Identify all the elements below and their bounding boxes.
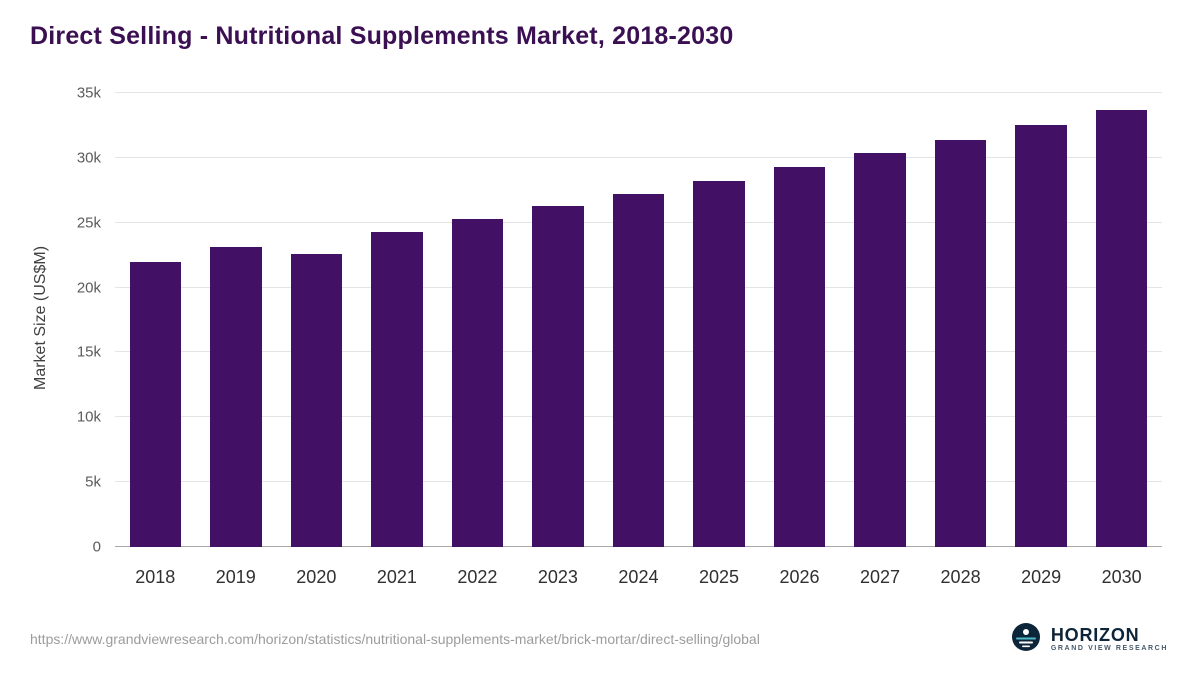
bar-slot xyxy=(437,93,518,547)
horizon-logo-subtitle: GRAND VIEW RESEARCH xyxy=(1050,645,1168,653)
horizon-logo-name: HORIZON xyxy=(1050,624,1140,645)
x-axis-ticks: 2018 2019 2020 2021 2022 2023 2024 2025 2026 2027… xyxy=(115,553,1162,593)
x-tick-label: 2029 xyxy=(1021,567,1062,587)
bar-2020 xyxy=(290,253,343,547)
bar-slot xyxy=(920,93,1001,547)
bar-slot xyxy=(840,93,921,547)
bar-slot xyxy=(759,93,840,547)
bar-chart: Market Size (US$M) 0 5k 10k 15k 20k 25k 30k 35k… xyxy=(30,85,1170,593)
x-tick-label: 2025 xyxy=(698,567,739,587)
bar-slot xyxy=(518,93,599,547)
bar-slot xyxy=(196,93,277,547)
page-title: Direct Selling - Nutritional Supplements… xyxy=(30,22,734,50)
y-tick-label: 30k xyxy=(76,149,101,167)
y-tick-label: 20k xyxy=(76,279,101,297)
bar-slot xyxy=(357,93,438,547)
y-tick-label: 25k xyxy=(76,214,101,232)
bar-slot xyxy=(1001,93,1082,547)
x-tick-label: 2027 xyxy=(860,567,901,587)
y-tick-label: 0 xyxy=(92,538,101,556)
bar-slot xyxy=(1081,93,1162,547)
bar-slot xyxy=(115,93,196,547)
y-axis-ticks: 0 5k 10k 15k 20k 25k 30k 35k xyxy=(52,85,115,556)
bar-2029 xyxy=(1015,125,1067,547)
y-tick-label: 35k xyxy=(76,84,101,102)
bar-slot xyxy=(679,93,760,547)
bar-2024 xyxy=(612,194,665,547)
x-tick-label: 2024 xyxy=(618,567,659,587)
x-tick-label: 2028 xyxy=(940,567,981,587)
bar-2027 xyxy=(854,153,906,547)
bar-2021 xyxy=(371,231,423,547)
bar-2019 xyxy=(210,247,262,547)
bar-2018 xyxy=(129,261,182,547)
bar-slot xyxy=(276,93,357,547)
x-tick-label: 2022 xyxy=(457,567,498,587)
x-tick-label: 2021 xyxy=(376,567,417,587)
x-tick-label: 2019 xyxy=(215,567,256,587)
source-url: https://www.grandviewresearch.com/horizo… xyxy=(30,631,760,647)
bar-2026 xyxy=(773,166,826,547)
horizon-logo-text: HORIZON GRAND VIEW RESEARCH xyxy=(1051,625,1168,654)
x-tick-label: 2030 xyxy=(1101,567,1142,587)
x-tick-label: 2020 xyxy=(296,567,337,587)
y-tick-label: 5k xyxy=(85,473,101,491)
gridline xyxy=(115,156,1162,158)
x-tick-label: 2018 xyxy=(135,567,176,587)
x-tick-label: 2026 xyxy=(779,567,820,587)
plot-area xyxy=(115,92,1162,547)
bar-slot xyxy=(598,93,679,547)
bars-container xyxy=(115,93,1162,547)
y-tick-label: 10k xyxy=(76,408,101,426)
gridline xyxy=(115,92,1162,93)
bar-2030 xyxy=(1095,109,1148,547)
x-tick-label: 2023 xyxy=(537,567,578,587)
y-tick-label: 15k xyxy=(76,343,101,361)
y-axis-label: Market Size (US$M) xyxy=(32,245,49,390)
bar-2028 xyxy=(934,139,987,547)
bar-2025 xyxy=(693,181,745,547)
horizon-logo: HORIZON GRAND VIEW RESEARCH xyxy=(1010,621,1168,658)
footer: https://www.grandviewresearch.com/horizo… xyxy=(30,617,1168,661)
horizon-logo-icon xyxy=(1010,621,1042,658)
bar-2022 xyxy=(451,218,504,547)
bar-2023 xyxy=(532,205,584,547)
